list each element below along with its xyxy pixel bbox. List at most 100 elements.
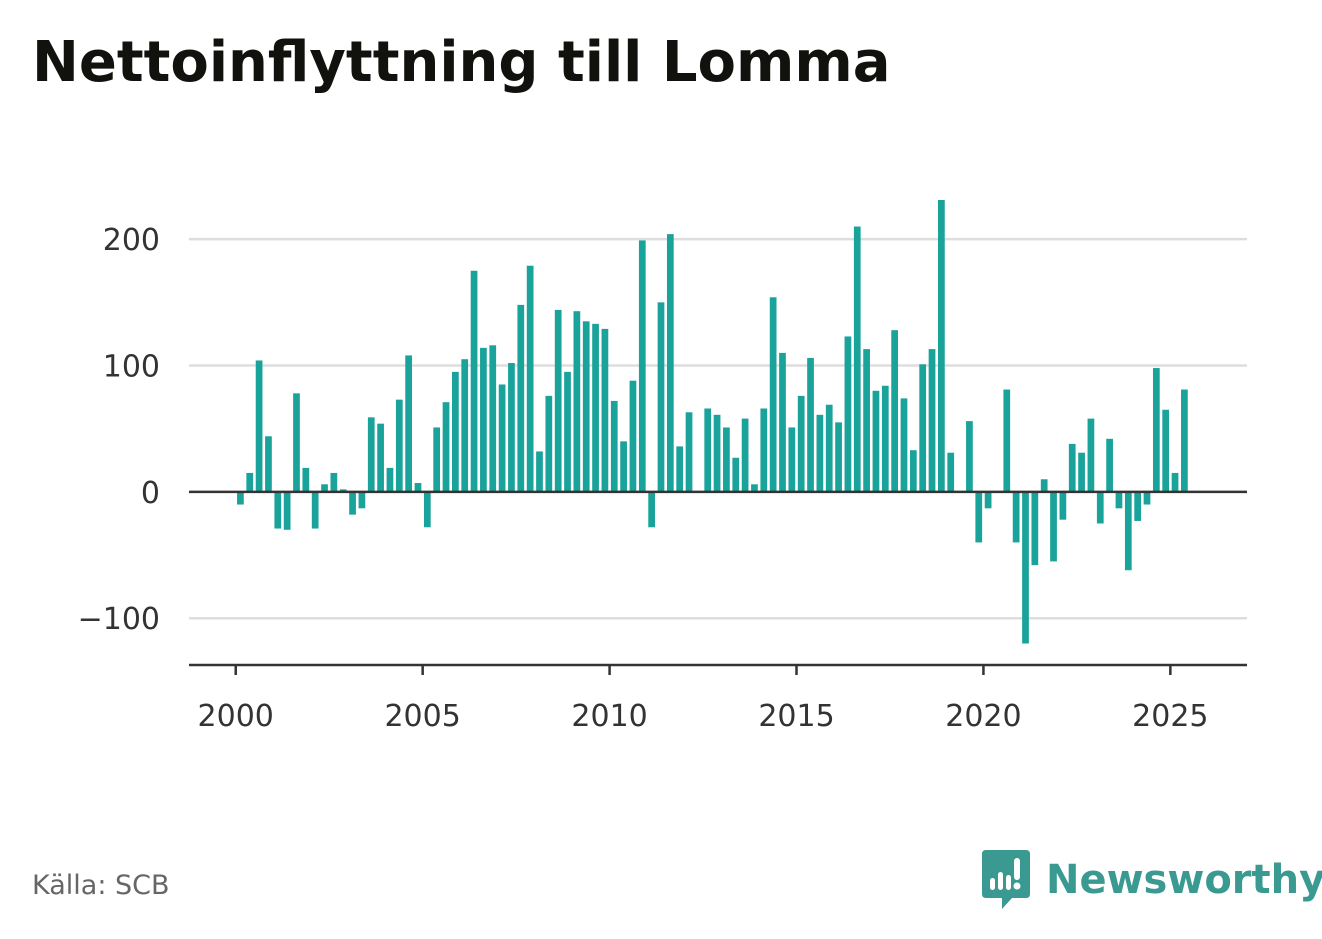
bar xyxy=(966,421,973,492)
bar xyxy=(414,483,422,492)
bar xyxy=(498,384,506,492)
y-tick-label: −100 xyxy=(78,602,160,637)
bar xyxy=(629,380,637,492)
bar xyxy=(610,400,618,492)
x-tick-label: 2000 xyxy=(198,699,274,734)
bar xyxy=(1143,491,1151,505)
bar xyxy=(1162,409,1170,492)
axes xyxy=(189,490,1247,675)
newsworthy-logo-icon xyxy=(982,850,1030,909)
bar xyxy=(676,446,684,492)
bar xyxy=(769,297,777,492)
bar xyxy=(760,408,768,492)
bar xyxy=(592,323,599,492)
bar xyxy=(723,427,730,492)
bar xyxy=(1171,472,1179,492)
bar xyxy=(638,240,646,492)
bar xyxy=(1181,389,1188,492)
bar xyxy=(685,412,693,492)
bar xyxy=(293,393,300,492)
bar xyxy=(1096,491,1104,524)
bars xyxy=(237,200,1188,644)
bar xyxy=(423,491,431,528)
bar xyxy=(1012,491,1020,543)
bar xyxy=(1152,368,1160,492)
bar xyxy=(938,200,945,492)
bar xyxy=(1134,491,1142,521)
bar xyxy=(881,385,889,492)
bar xyxy=(947,452,955,492)
bar xyxy=(648,491,656,528)
bar xyxy=(863,349,870,492)
bar xyxy=(349,491,356,515)
bar xyxy=(339,489,347,492)
bar xyxy=(732,457,740,492)
brand-logo: Newsworthy xyxy=(982,850,1322,910)
bar xyxy=(545,395,553,492)
bar xyxy=(657,302,665,492)
x-tick-label: 2015 xyxy=(758,699,834,734)
bar xyxy=(1022,491,1029,644)
bar xyxy=(470,270,478,492)
bar xyxy=(377,423,384,492)
bar xyxy=(853,226,861,492)
bar xyxy=(265,436,272,492)
bar xyxy=(386,467,394,492)
bar xyxy=(246,472,254,492)
bar xyxy=(489,345,497,492)
bar xyxy=(891,330,899,492)
bar xyxy=(975,491,983,543)
tick-labels: 200 100 0 −100 2000 2005 2010 2015 2020 2025 xyxy=(78,223,1209,734)
bar xyxy=(554,309,562,492)
bar xyxy=(508,363,515,492)
bar xyxy=(302,467,310,492)
x-tick-label: 2025 xyxy=(1132,699,1208,734)
bar xyxy=(237,491,244,505)
bar xyxy=(984,491,992,509)
bar xyxy=(741,418,749,492)
bar xyxy=(330,472,338,492)
bar xyxy=(1040,479,1048,492)
bar xyxy=(909,450,917,492)
bar xyxy=(919,364,927,492)
bar xyxy=(1124,491,1132,571)
bar xyxy=(825,404,833,492)
bar xyxy=(620,441,627,492)
bar xyxy=(1068,443,1076,492)
bar xyxy=(564,371,571,492)
brand-name: Newsworthy xyxy=(1046,857,1322,903)
bar xyxy=(844,336,852,492)
bar xyxy=(1031,491,1039,566)
bar xyxy=(433,427,441,492)
bar xyxy=(395,399,403,492)
bar xyxy=(704,408,712,492)
bar xyxy=(797,395,805,492)
bar xyxy=(358,491,366,509)
bar xyxy=(1003,389,1011,492)
x-tick-label: 2020 xyxy=(945,699,1021,734)
bar xyxy=(601,328,609,492)
y-tick-label: 0 xyxy=(141,476,160,511)
chart-title: Nettoinflyttning till Lomma xyxy=(32,30,891,95)
bar xyxy=(666,234,674,492)
bar xyxy=(1059,491,1067,520)
bar xyxy=(807,357,814,492)
bar xyxy=(1087,418,1095,492)
bar xyxy=(517,304,525,492)
bar xyxy=(367,417,375,492)
bar xyxy=(274,491,282,529)
bar xyxy=(751,484,758,492)
bar xyxy=(872,390,880,492)
bar xyxy=(573,311,581,492)
bar xyxy=(1106,438,1113,492)
bar xyxy=(900,398,908,492)
bar xyxy=(1078,452,1085,492)
bar xyxy=(713,414,721,492)
source-label: Källa: SCB xyxy=(32,870,170,901)
bar xyxy=(442,402,450,492)
bar xyxy=(928,349,936,492)
x-tick-label: 2010 xyxy=(571,699,647,734)
bar xyxy=(255,360,263,492)
grid-lines xyxy=(189,237,1247,620)
x-tick-label: 2005 xyxy=(384,699,460,734)
